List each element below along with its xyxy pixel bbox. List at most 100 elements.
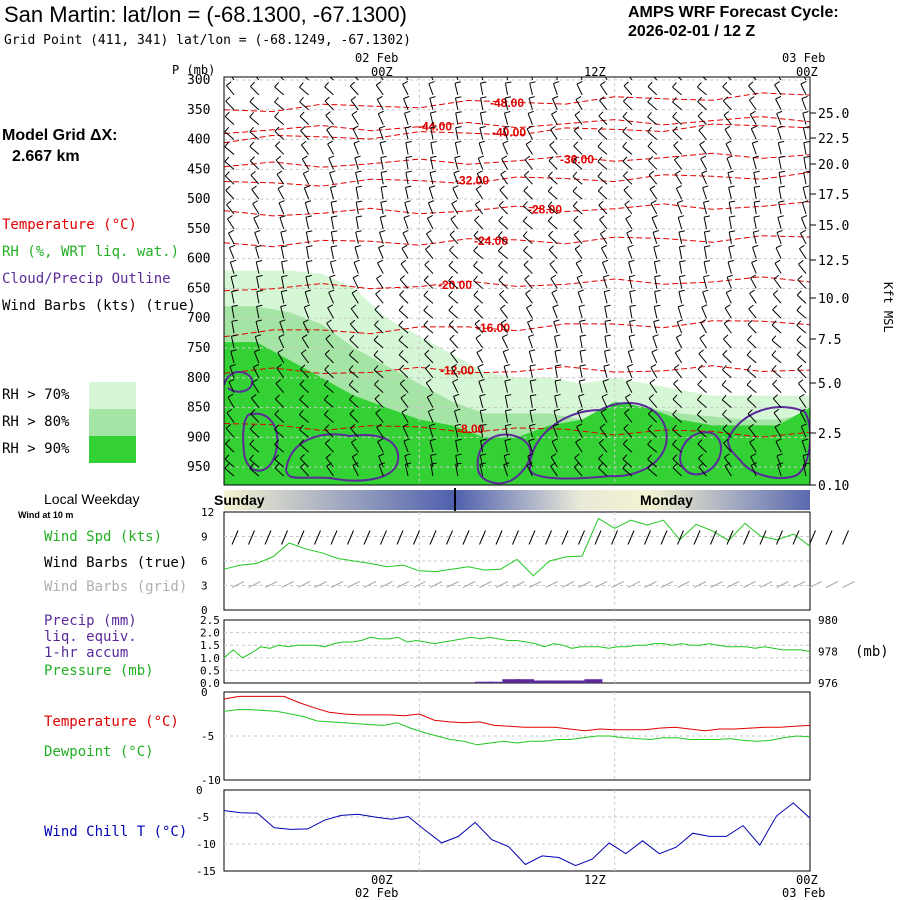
wind-barb-flag — [597, 126, 603, 132]
wind-barb-flag — [276, 364, 283, 369]
wind-barb-staff — [803, 157, 807, 170]
wind-barb-flag — [647, 81, 653, 87]
wind-barb-flag — [598, 200, 604, 206]
wind-barb — [453, 170, 460, 185]
wind-barb-flag — [551, 110, 558, 115]
wind-barb — [479, 125, 486, 140]
surface-wind-barb-staff — [446, 530, 453, 545]
wind-barb — [378, 244, 385, 259]
wind-barb-staff — [629, 321, 633, 334]
wind-barb-flag — [622, 171, 628, 177]
wind-barb — [774, 259, 782, 274]
wind-barb — [352, 462, 359, 477]
wind-barb — [299, 96, 309, 111]
wind-barb-flag — [702, 185, 709, 189]
wind-barb-flag — [451, 200, 458, 205]
wind-barb-flag — [503, 462, 510, 466]
wind-barb-staff — [399, 279, 409, 289]
wind-barb-staff — [597, 130, 608, 140]
wind-barb — [572, 156, 583, 170]
wind-barb-staff — [653, 306, 658, 319]
wind-barb — [503, 364, 510, 378]
wind-barb-flag — [379, 230, 386, 233]
wind-barb-staff — [523, 250, 533, 260]
wind-barb-flag — [746, 379, 752, 386]
wind-barb-flag — [800, 81, 807, 85]
wind-barb-staff — [525, 143, 533, 155]
wind-barb — [250, 170, 260, 185]
wind-barb-staff — [250, 413, 260, 423]
wind-barb-flag — [771, 335, 777, 341]
wind-barb — [748, 81, 757, 96]
wind-barb-staff — [452, 187, 459, 200]
wind-barb-flag — [604, 319, 611, 322]
wind-barb-flag — [504, 438, 511, 442]
wind-barb-staff — [527, 321, 533, 334]
wind-barb-flag — [373, 365, 379, 371]
wind-barb-staff — [249, 428, 260, 438]
wind-barb-staff — [255, 246, 260, 259]
wind-barb-staff — [675, 188, 683, 200]
wind-barb-flag — [305, 289, 312, 293]
wind-barb-staff — [429, 440, 434, 453]
wind-barb-staff — [277, 352, 285, 364]
wind-barb-staff — [528, 440, 533, 453]
wind-barb-staff — [504, 395, 509, 408]
wind-barb-flag — [652, 230, 659, 233]
grid-wind-barb — [594, 581, 608, 588]
wind-barb-flag — [249, 141, 255, 147]
wind-barb-flag — [651, 215, 658, 219]
wind-barb-staff — [679, 261, 683, 274]
wind-barb-staff — [327, 143, 334, 155]
wind-barb — [256, 304, 263, 319]
wind-barb-flag — [699, 334, 705, 339]
wind-barb-staff — [306, 246, 310, 259]
wind-barb-flag — [678, 215, 685, 218]
pressure-tick-label: 800 — [187, 371, 210, 386]
wind-barb — [601, 393, 608, 408]
wind-barb-staff — [796, 309, 807, 319]
wind-barb — [548, 245, 558, 260]
wind-barb-flag — [672, 463, 678, 469]
wind-barb-staff — [750, 464, 757, 477]
wind-barb-staff — [302, 173, 310, 185]
wind-barb — [374, 394, 384, 408]
surface-wind-barb — [396, 530, 404, 545]
surface-wind-barb — [627, 530, 635, 545]
grid-wind-barb-staff — [561, 581, 575, 588]
wind-barb — [402, 81, 409, 96]
wind-barb-flag — [274, 424, 279, 430]
wind-tick-label: 12 — [201, 506, 214, 519]
wind-barb — [376, 274, 384, 289]
wind-barb-staff — [678, 246, 683, 259]
wind-barb — [624, 408, 633, 423]
wind-barb-staff — [599, 233, 608, 245]
wind-barb-staff — [249, 459, 260, 468]
grid-wind-barb-staff — [825, 581, 839, 588]
wind-barb — [474, 215, 484, 230]
wind-barb-flag — [726, 274, 733, 278]
wind-barb — [279, 215, 286, 230]
wind-barb — [650, 200, 658, 215]
wind-barb — [753, 170, 760, 185]
wind-barb-flag — [299, 68, 303, 73]
wind-barb-flag — [628, 349, 635, 352]
wind-barb-staff — [528, 351, 533, 364]
wind-barb — [796, 320, 807, 334]
wind-barb-staff — [725, 143, 732, 155]
wind-barb-staff — [251, 189, 260, 200]
wind-barb — [775, 244, 782, 259]
wind-barb-staff — [746, 369, 757, 379]
wind-barb-flag — [504, 96, 512, 99]
wind-barb-flag — [604, 304, 611, 307]
wind-barb-staff — [324, 428, 334, 438]
surface-wind-barb-staff — [396, 530, 404, 545]
wind-barb — [506, 77, 509, 81]
wind-barb-staff — [231, 291, 235, 304]
wind-barb-flag — [774, 259, 781, 264]
wind-barb-staff — [275, 159, 285, 170]
wind-barb-flag — [627, 244, 634, 248]
wind-barb-staff — [300, 130, 309, 140]
wind-barb-staff — [401, 248, 409, 259]
wind-barb-staff — [380, 77, 384, 81]
